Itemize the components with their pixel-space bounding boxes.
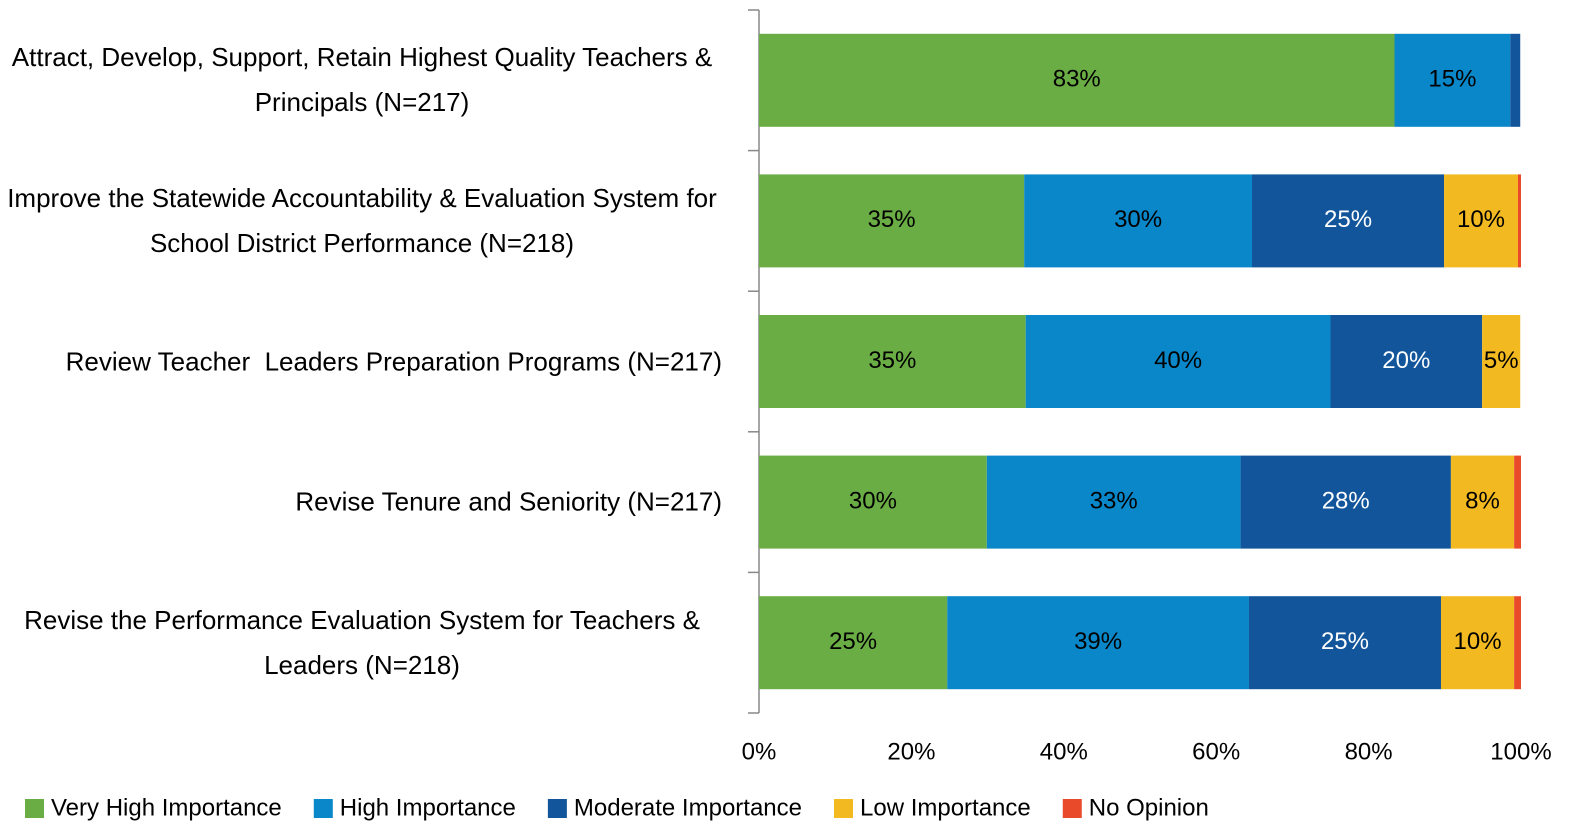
category-label: Improve the Statewide Accountability & E…: [2, 176, 722, 266]
bar-segment: [1394, 33, 1511, 127]
data-label: 20%: [1382, 347, 1430, 374]
bar-segment: [1444, 174, 1518, 268]
x-tick-label: 100%: [1490, 738, 1551, 765]
x-tick-label: 20%: [887, 738, 935, 765]
bar-segment: [759, 455, 987, 549]
bar-segment: [1482, 315, 1521, 408]
category-label: Attract, Develop, Support, Retain Highes…: [2, 35, 722, 125]
x-tick-label: 60%: [1192, 738, 1240, 765]
x-tick-label: 80%: [1345, 738, 1393, 765]
category-label: Revise the Performance Evaluation System…: [2, 598, 722, 688]
legend-label: Moderate Importance: [574, 794, 802, 821]
legend-label: Very High Importance: [51, 794, 282, 821]
data-label: 10%: [1457, 206, 1505, 233]
data-label: 35%: [868, 206, 916, 233]
category-label: Review Teacher Leaders Preparation Progr…: [2, 339, 722, 384]
legend-label: No Opinion: [1089, 794, 1209, 821]
bar-segment: [947, 596, 1249, 690]
data-label: 30%: [1114, 206, 1162, 233]
bar-segment: [1440, 596, 1515, 690]
bar-segment: [1240, 455, 1451, 549]
legend-label: Low Importance: [860, 794, 1031, 821]
bar-segment: [1514, 455, 1521, 549]
legend-label: High Importance: [340, 794, 516, 821]
category-text: Improve the Statewide Accountability & E…: [7, 182, 725, 258]
data-label: 30%: [849, 487, 897, 514]
bar-segment: [759, 596, 948, 690]
bar-segment: [759, 174, 1025, 268]
category-text: Attract, Develop, Support, Retain Highes…: [11, 42, 720, 118]
data-label: 25%: [829, 628, 877, 655]
bar-segment: [759, 33, 1395, 127]
data-label: 25%: [1324, 206, 1372, 233]
bar-segment: [1510, 33, 1521, 127]
bar-segment: [1025, 315, 1331, 408]
data-label: 33%: [1090, 487, 1138, 514]
data-label: 10%: [1454, 628, 1502, 655]
legend-swatch: [25, 799, 44, 818]
x-tick-label: 40%: [1040, 738, 1088, 765]
category-text: Review Teacher Leaders Preparation Progr…: [65, 346, 722, 376]
bar-segment: [1252, 174, 1445, 268]
bar-segment: [1024, 174, 1253, 268]
bar-segment: [1514, 596, 1521, 690]
data-label: 83%: [1053, 66, 1101, 93]
legend-swatch: [834, 799, 853, 818]
data-label: 15%: [1428, 66, 1476, 93]
legend-swatch: [313, 799, 333, 818]
data-label: 35%: [868, 347, 916, 374]
category-text: Revise Tenure and Seniority (N=217): [295, 486, 722, 517]
data-label: 28%: [1322, 487, 1370, 514]
bar-segment: [986, 455, 1241, 549]
data-label: 25%: [1321, 628, 1369, 655]
x-tick-label: 0%: [742, 738, 777, 765]
legend-swatch: [547, 799, 567, 818]
data-label: 39%: [1074, 628, 1122, 655]
category-label: Revise Tenure and Seniority (N=217): [2, 480, 722, 525]
category-text: Revise the Performance Evaluation System…: [24, 604, 708, 680]
bar-segment: [1330, 315, 1483, 408]
bar-segment: [1450, 455, 1515, 549]
bar-segment: [759, 315, 1026, 408]
bar-segment: [1248, 596, 1441, 690]
data-label: 40%: [1154, 347, 1202, 374]
bar-segment: [1517, 174, 1521, 268]
data-label: 8%: [1465, 487, 1500, 514]
data-label: 5%: [1484, 347, 1519, 374]
legend-swatch: [1062, 799, 1082, 818]
